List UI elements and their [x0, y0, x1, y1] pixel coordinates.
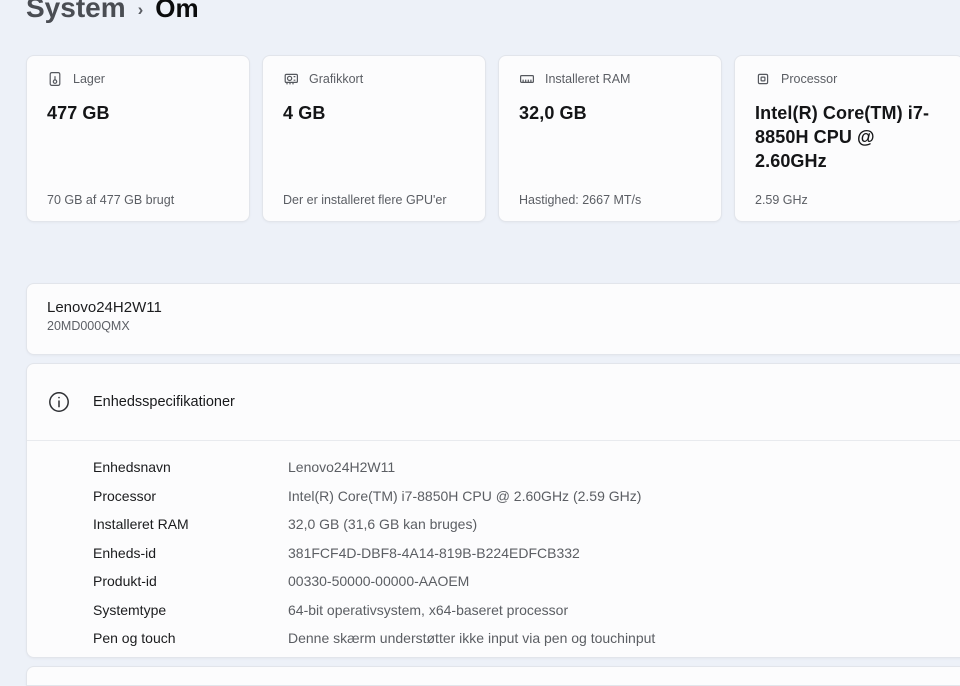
device-specifications-expander[interactable]: Enhedsspecifikationer — [27, 364, 960, 440]
gpu-card: Grafikkort 4 GB Der er installeret flere… — [262, 55, 486, 222]
spec-value: Lenovo24H2W11 — [288, 459, 396, 476]
spec-row-system-type: Systemtype 64-bit operativsystem, x64-ba… — [93, 596, 960, 625]
processor-card-header: Processor — [755, 71, 943, 87]
spec-row-processor: Processor Intel(R) Core(TM) i7-8850H CPU… — [93, 482, 960, 511]
ram-icon — [519, 71, 535, 87]
device-specifications-card: Enhedsspecifikationer Enhedsnavn Lenovo2… — [26, 363, 960, 658]
ram-card-header: Installeret RAM — [519, 71, 701, 87]
storage-card: Lager 477 GB 70 GB af 477 GB brugt — [26, 55, 250, 222]
storage-card-label: Lager — [73, 72, 105, 86]
divider — [27, 440, 960, 441]
spec-label: Installeret RAM — [93, 516, 189, 533]
processor-card-value: Intel(R) Core(TM) i7-8850H CPU @ 2.60GHz — [755, 103, 930, 171]
processor-card-label: Processor — [781, 72, 838, 86]
spec-label: Systemtype — [93, 601, 167, 618]
next-section-card[interactable] — [26, 666, 960, 686]
processor-card-detail: 2.59 GHz — [755, 193, 808, 207]
spec-label: Enhedsnavn — [93, 459, 171, 476]
device-name: Lenovo24H2W11 — [47, 299, 162, 316]
device-model: 20MD000QMX — [47, 319, 130, 333]
breadcrumb: System › Om — [26, 0, 199, 24]
spec-value: 00330-50000-00000-AAOEM — [288, 573, 470, 590]
spec-value: Denne skærm understøtter ikke input via … — [288, 630, 656, 647]
gpu-card-detail: Der er installeret flere GPU'er — [283, 193, 447, 207]
spec-label: Pen og touch — [93, 630, 176, 647]
cpu-icon — [755, 71, 771, 87]
spec-label: Produkt-id — [93, 573, 157, 590]
spec-value: 64-bit operativsystem, x64-baseret proce… — [288, 601, 569, 618]
spec-row-device-id: Enheds-id 381FCF4D-DBF8-4A14-819B-B224ED… — [93, 539, 960, 568]
storage-card-detail: 70 GB af 477 GB brugt — [47, 193, 175, 207]
gpu-icon — [283, 71, 299, 87]
ram-card-label: Installeret RAM — [545, 72, 631, 86]
device-specifications-title: Enhedsspecifikationer — [93, 394, 235, 410]
storage-card-header: Lager — [47, 71, 229, 87]
spec-value: 32,0 GB (31,6 GB kan bruges) — [288, 516, 478, 533]
gpu-card-label: Grafikkort — [309, 72, 364, 86]
ram-card-detail: Hastighed: 2667 MT/s — [519, 193, 642, 207]
spec-label: Processor — [93, 487, 157, 504]
processor-card: Processor Intel(R) Core(TM) i7-8850H CPU… — [734, 55, 960, 222]
spec-row-device-name: Enhedsnavn Lenovo24H2W11 — [93, 453, 960, 482]
spec-row-product-id: Produkt-id 00330-50000-00000-AAOEM — [93, 567, 960, 596]
spec-label: Enheds-id — [93, 544, 157, 561]
spec-value: 381FCF4D-DBF8-4A14-819B-B224EDFCB332 — [288, 544, 580, 561]
breadcrumb-system-link[interactable]: System — [26, 0, 126, 23]
spec-value: Intel(R) Core(TM) i7-8850H CPU @ 2.60GHz… — [288, 487, 642, 504]
spec-rows: Enhedsnavn Lenovo24H2W11 Processor Intel… — [27, 441, 960, 653]
gpu-card-value: 4 GB — [283, 103, 326, 123]
ram-card-value: 32,0 GB — [519, 103, 587, 123]
info-icon — [47, 390, 71, 414]
ram-card: Installeret RAM 32,0 GB Hastighed: 2667 … — [498, 55, 722, 222]
gpu-card-header: Grafikkort — [283, 71, 465, 87]
storage-card-value: 477 GB — [47, 103, 110, 123]
summary-cards-row: Lager 477 GB 70 GB af 477 GB brugt Grafi… — [26, 55, 960, 222]
chevron-right-icon: › — [137, 0, 144, 19]
storage-icon — [47, 71, 63, 87]
device-name-card: Lenovo24H2W11 20MD000QMX — [26, 283, 960, 355]
spec-row-pen-touch: Pen og touch Denne skærm understøtter ik… — [93, 624, 960, 653]
page-title: Om — [155, 0, 199, 23]
spec-row-installed-ram: Installeret RAM 32,0 GB (31,6 GB kan bru… — [93, 510, 960, 539]
